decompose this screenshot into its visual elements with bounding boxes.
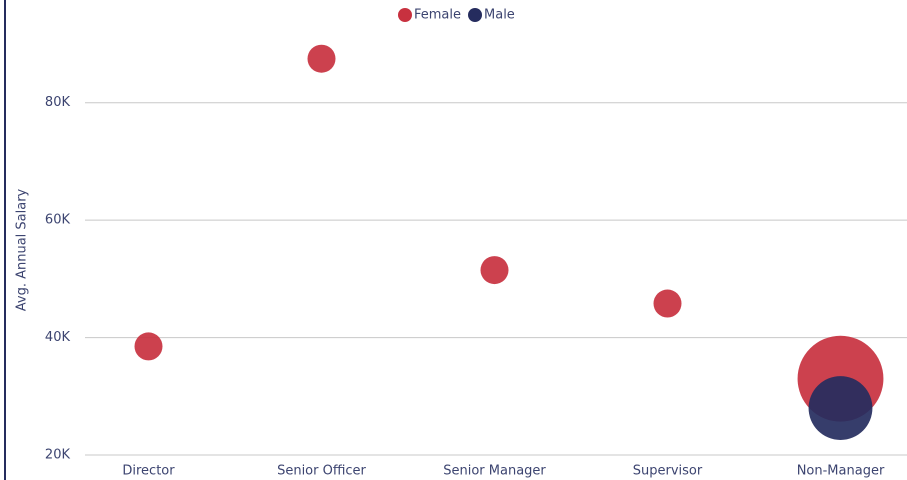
y-axis-label: Avg. Annual Salary: [15, 188, 30, 311]
bubble: [480, 256, 509, 285]
x-tick-label: Director: [122, 464, 175, 479]
y-tick-label: 60K: [45, 213, 71, 228]
y-tick-label: 80K: [45, 95, 71, 110]
x-tick-label: Senior Officer: [277, 464, 366, 479]
legend-label: Male: [484, 8, 515, 23]
bubble: [134, 332, 163, 361]
legend-marker: [398, 8, 412, 22]
y-tick-label: 20K: [45, 448, 71, 463]
bubble: [808, 376, 873, 440]
bubble: [653, 289, 682, 318]
legend-marker: [468, 8, 483, 22]
x-tick-label: Non-Manager: [797, 464, 885, 479]
bubble: [307, 44, 336, 73]
y-tick-label: 40K: [45, 330, 71, 345]
x-tick-label: Supervisor: [633, 464, 703, 479]
x-tick-label: Senior Manager: [443, 464, 546, 479]
legend-label: Female: [414, 8, 461, 23]
